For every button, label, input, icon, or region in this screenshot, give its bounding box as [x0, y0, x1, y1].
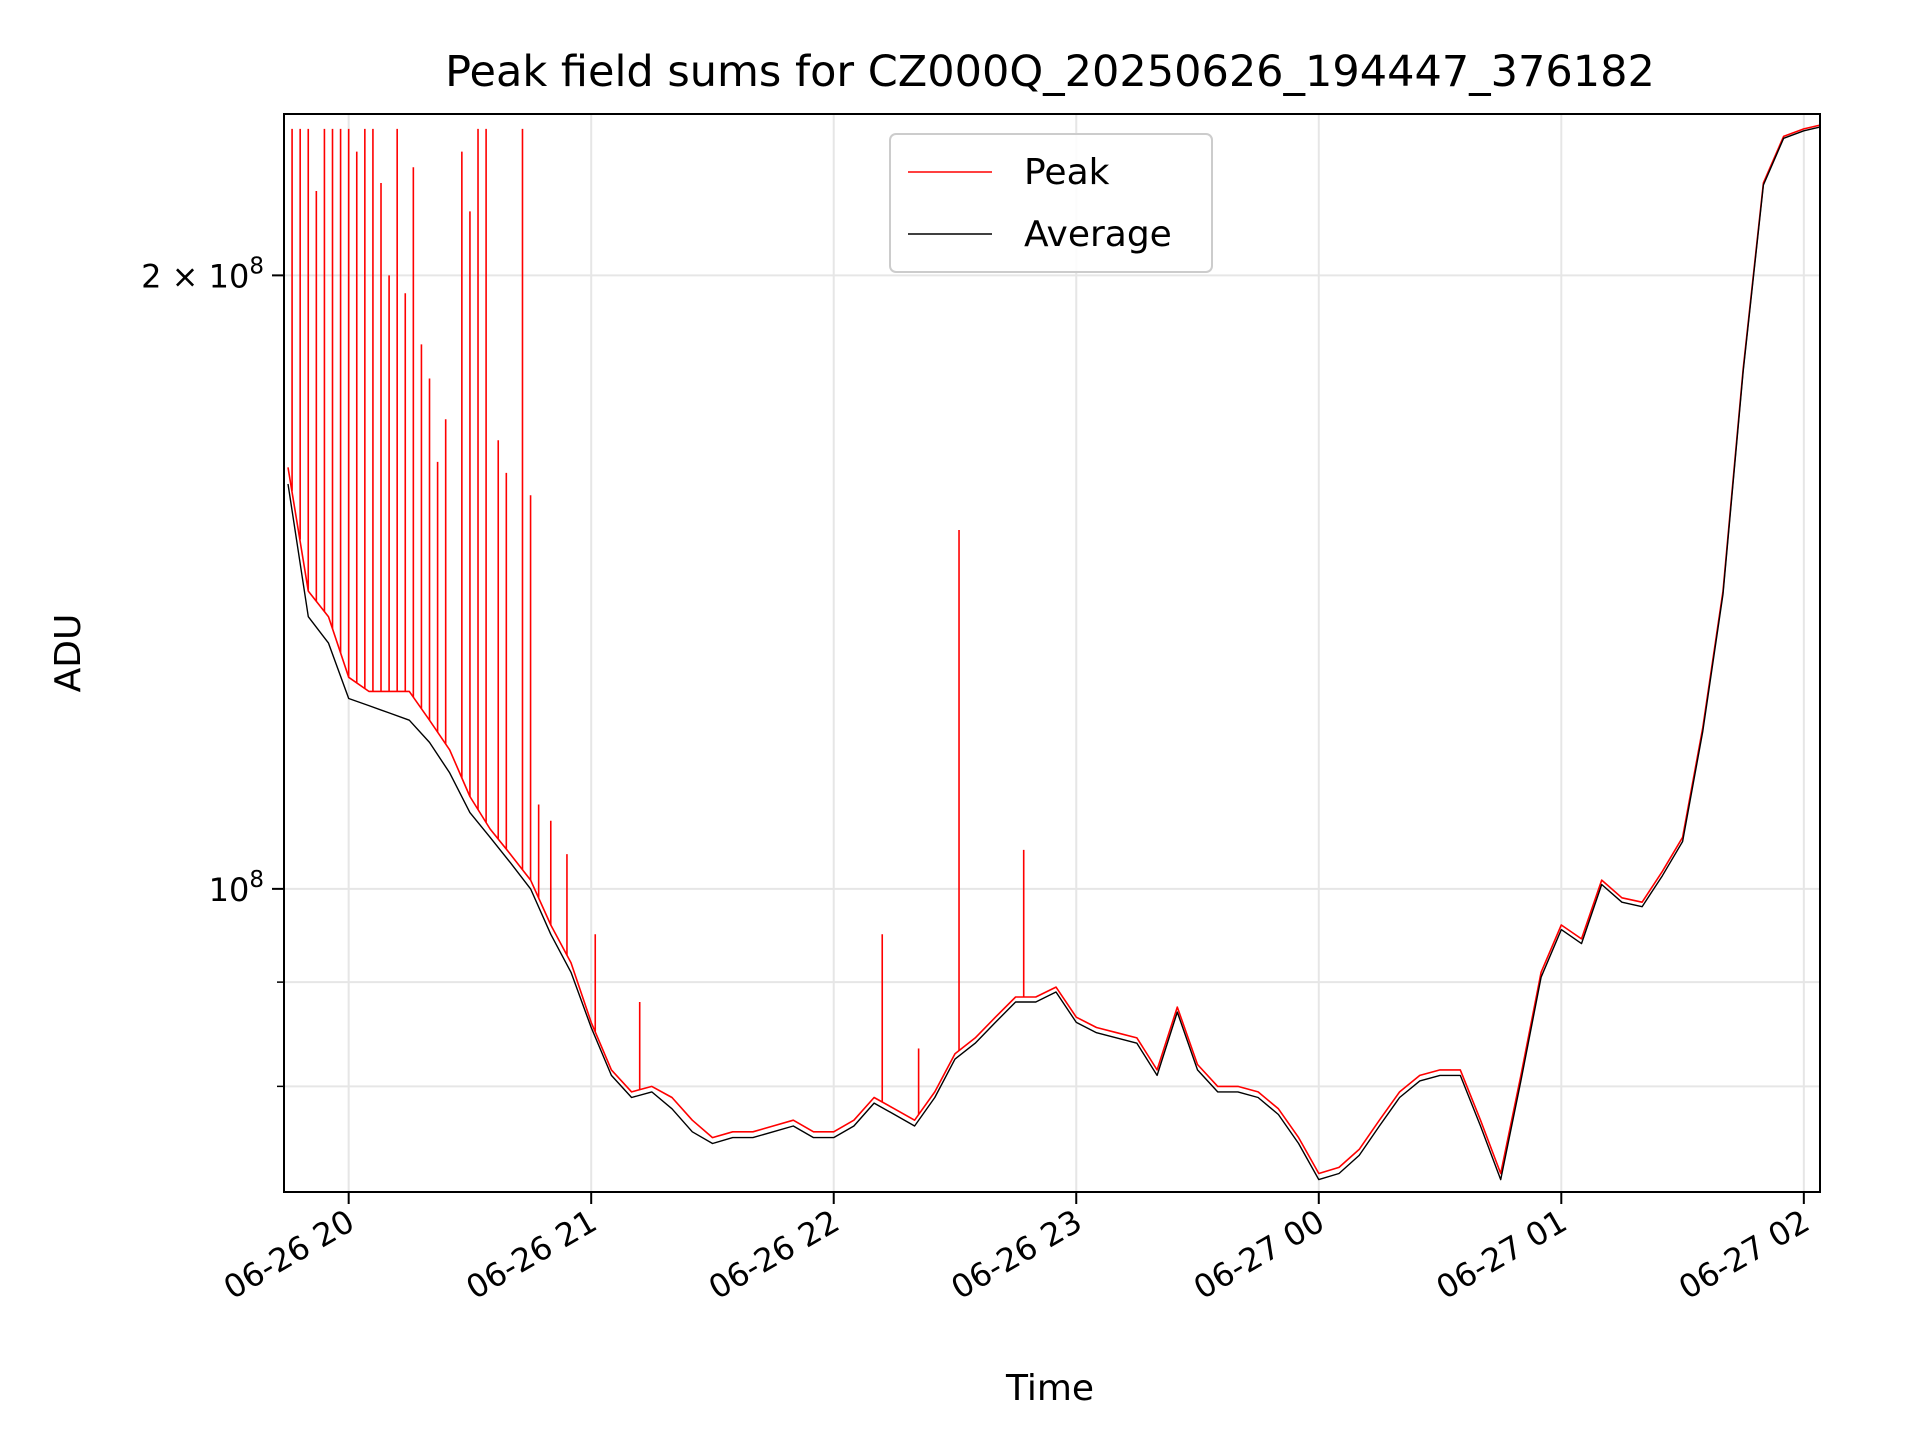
plot-frame: [283, 113, 1821, 1193]
y-tick-label: 2 × 108: [141, 253, 264, 295]
y-tick-label: 108: [209, 867, 264, 909]
legend: Peak Average: [889, 133, 1213, 273]
x-axis-title: Time: [1005, 1368, 1094, 1409]
legend-label-average: Average: [1024, 214, 1172, 255]
series-line-peak: [287, 124, 1820, 1175]
series-line-average: [287, 126, 1820, 1181]
y-axis: 108 2 × 108: [141, 253, 284, 1088]
plot-area: [287, 124, 1820, 1181]
legend-label-peak: Peak: [1024, 152, 1110, 193]
legend-box: [889, 133, 1213, 273]
y-axis-title: ADU: [48, 614, 89, 693]
grid: [284, 114, 1820, 1192]
chart-title: Peak field sums for CZ000Q_20250626_1944…: [445, 47, 1655, 97]
